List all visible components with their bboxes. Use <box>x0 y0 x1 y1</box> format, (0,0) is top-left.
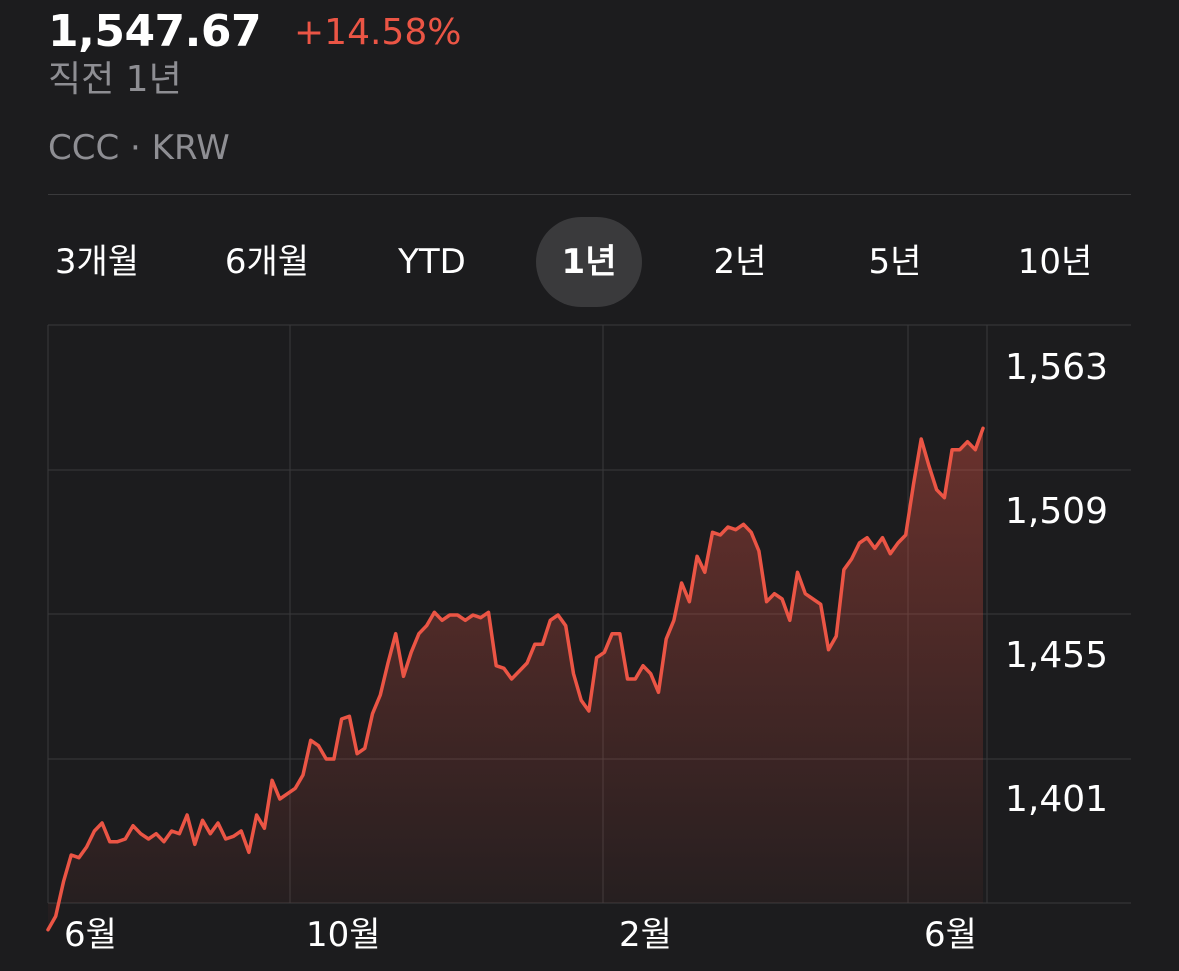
range-tab-6m[interactable]: 6개월 <box>224 242 310 282</box>
range-tab-10y[interactable]: 10년 <box>1017 242 1093 282</box>
price-area-fill <box>48 428 983 930</box>
range-tab-3m[interactable]: 3개월 <box>54 242 140 282</box>
price-change-percent: +14.58% <box>294 12 462 53</box>
y-tick-label: 1,509 <box>1005 491 1108 532</box>
ticker-currency: CCC · KRW <box>48 128 230 168</box>
period-label: 직전 1년 <box>48 59 182 100</box>
x-tick-label: 10월 <box>306 915 381 955</box>
y-axis-labels: 1,563 1,509 1,455 1,401 <box>1005 347 1108 820</box>
x-tick-label: 6월 <box>64 915 117 955</box>
range-tab-5y[interactable]: 5년 <box>868 242 922 282</box>
x-tick-label: 6월 <box>924 915 977 955</box>
price-line <box>46 426 985 932</box>
header-divider <box>48 194 1131 195</box>
range-tab-ytd[interactable]: YTD <box>398 242 466 282</box>
x-axis-labels: 6월 10월 2월 6월 <box>64 915 977 955</box>
range-tab-1y[interactable]: 1년 <box>536 217 642 307</box>
y-tick-label: 1,455 <box>1005 635 1108 676</box>
y-tick-label: 1,401 <box>1005 779 1108 820</box>
x-tick-label: 2월 <box>619 915 672 955</box>
current-price: 1,547.67 <box>48 6 262 57</box>
y-tick-label: 1,563 <box>1005 347 1108 388</box>
range-tab-2y[interactable]: 2년 <box>713 242 767 282</box>
